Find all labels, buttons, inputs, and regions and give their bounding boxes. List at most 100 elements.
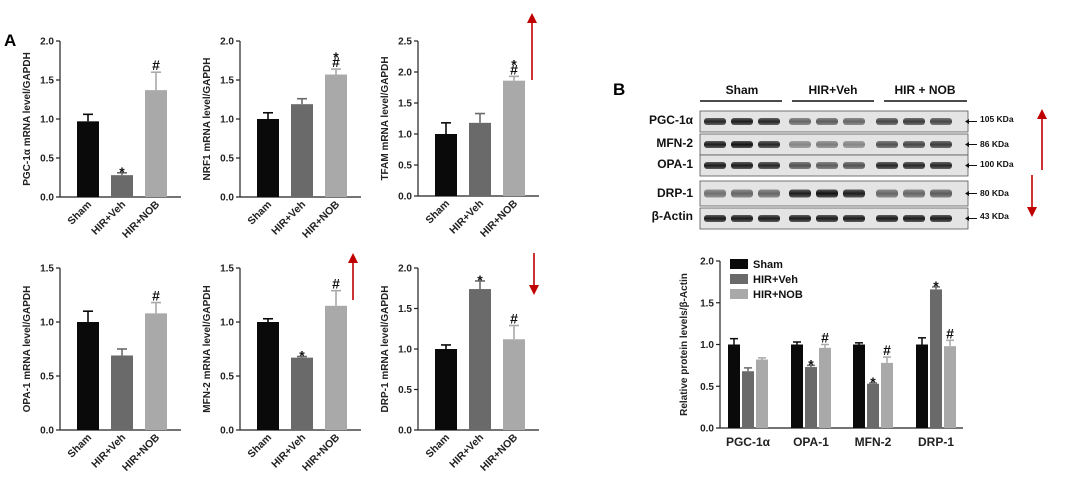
blot-band — [704, 118, 726, 125]
blot-band — [704, 162, 726, 169]
bar — [469, 122, 491, 196]
bar — [145, 313, 167, 430]
blot-band — [876, 118, 898, 125]
y-axis-title: Relative protein levels/β-Actin — [679, 273, 690, 416]
chart-nrf1-mrna: 0.0 0.5 1.0 1.5 2.0 NRF1 mRNA level/GAPDH Sham… — [202, 37, 361, 241]
blot-band — [843, 118, 865, 125]
blot-kda-label: 100 KDa — [980, 159, 1014, 169]
y-tick-label: 2.0 — [398, 68, 412, 79]
y-tick-label: 1.5 — [398, 304, 412, 315]
significance-label: * — [511, 56, 517, 72]
blot-band — [758, 162, 780, 169]
significance-label: # — [821, 330, 829, 346]
bar — [853, 344, 865, 428]
blot-band — [816, 215, 838, 222]
y-tick-label: 0.0 — [220, 426, 234, 437]
y-tick-label: 0.5 — [398, 161, 412, 172]
x-tick-label: OPA-1 — [793, 435, 829, 449]
blot-kda-label: 43 KDa — [980, 211, 1009, 221]
x-tick-label: Sham — [65, 199, 94, 228]
y-tick-label: 0.5 — [220, 372, 234, 383]
bar — [291, 104, 313, 197]
significance-label: * — [333, 49, 339, 65]
blot-band — [816, 189, 838, 198]
bar — [819, 347, 831, 428]
blot-band — [843, 189, 865, 198]
significance-label: # — [332, 54, 340, 70]
blot-band — [843, 215, 865, 222]
blot-band — [816, 118, 838, 125]
x-tick-label: Sham — [423, 198, 452, 227]
blot-kda-label: 105 KDa — [980, 114, 1014, 124]
x-tick-label: MFN-2 — [855, 435, 892, 449]
y-tick-label: 0.5 — [40, 154, 54, 165]
bar — [944, 346, 956, 428]
x-tick-label: HIR+NOB — [478, 431, 520, 473]
significance-label: * — [119, 164, 125, 180]
blot-band — [843, 162, 865, 169]
chart-drp1-mrna: 0.0 0.5 1.0 1.5 2.0 DRP-1 mRNA level/GAPDH Sha… — [380, 264, 539, 474]
blot-band — [903, 162, 925, 169]
bar — [742, 371, 754, 428]
kda-arrow-head — [965, 142, 969, 147]
y-tick-label: 1.0 — [398, 345, 412, 356]
y-tick-label: 2.0 — [40, 37, 54, 48]
x-tick-label: PGC-1α — [726, 435, 771, 449]
y-axis-title: DRP-1 mRNA level/GAPDH — [380, 286, 391, 413]
blot-band — [789, 189, 811, 198]
blot-band — [704, 141, 726, 148]
chart-opa1-mrna: 0.0 0.5 1.0 1.5 OPA-1 mRNA level/GAPDH Sham HI… — [22, 264, 181, 474]
blot-band — [930, 162, 952, 169]
y-tick-label: 1.5 — [700, 298, 714, 309]
blot-group-label: HIR + NOB — [894, 83, 955, 97]
chart-mfn2-mrna: 0.0 0.5 1.0 1.5 MFN-2 mRNA level/GAPDH Sham * H… — [202, 264, 361, 474]
blot-band — [876, 162, 898, 169]
kda-arrow-head — [965, 163, 969, 168]
bar — [77, 322, 99, 430]
blot-band — [903, 118, 925, 125]
x-tick-label: HIR+NOB — [120, 198, 162, 240]
bar — [435, 134, 457, 196]
significance-label: * — [477, 272, 483, 288]
chart-pgc1a-mrna: 0.0 0.5 1.0 1.5 2.0 PGC-1α mRNA level/GAPDH Sh… — [22, 37, 181, 241]
chart-protein-levels: 0.0 0.5 1.0 1.5 2.0 Relative protein levels/β… — [679, 257, 963, 449]
panel-label-a: A — [4, 31, 16, 50]
blot-band — [731, 118, 753, 125]
significance-label: * — [933, 278, 939, 294]
blot-band — [930, 189, 952, 198]
chart-tfam-mrna: 0.0 0.5 1.0 1.5 2.0 2.5 TFAM mRNA level/GAPDH S… — [380, 37, 539, 240]
significance-label: * — [299, 348, 305, 364]
bar — [291, 357, 313, 430]
up-arrow-icon — [348, 253, 358, 300]
blot-band — [758, 189, 780, 198]
y-tick-label: 0.0 — [398, 192, 412, 203]
blot-band — [731, 215, 753, 222]
panel-label-b: B — [613, 80, 625, 99]
blot-band — [789, 141, 811, 148]
y-tick-label: 0.0 — [700, 424, 714, 435]
kda-arrow-head — [965, 216, 969, 221]
blot-row — [699, 207, 977, 230]
blot-band — [903, 189, 925, 198]
x-tick-label: HIR+NOB — [120, 431, 162, 473]
legend-swatch — [730, 289, 748, 299]
y-tick-label: 0.0 — [220, 193, 234, 204]
y-tick-label: 1.5 — [398, 99, 412, 110]
bar — [111, 175, 133, 197]
y-tick-label: 1.5 — [40, 264, 54, 275]
blot-band — [731, 162, 753, 169]
blot-kda-label: 86 KDa — [980, 139, 1009, 149]
y-tick-label: 1.0 — [40, 318, 54, 329]
y-tick-label: 2.0 — [700, 257, 714, 268]
blot-band — [789, 118, 811, 125]
blot-band — [930, 141, 952, 148]
significance-label: * — [870, 374, 876, 390]
legend-swatch — [730, 274, 748, 284]
blot-band — [789, 215, 811, 222]
significance-label: # — [152, 288, 160, 304]
blot-band — [758, 118, 780, 125]
blot-band — [876, 141, 898, 148]
blot-row — [699, 154, 977, 177]
blot-band — [930, 118, 952, 125]
